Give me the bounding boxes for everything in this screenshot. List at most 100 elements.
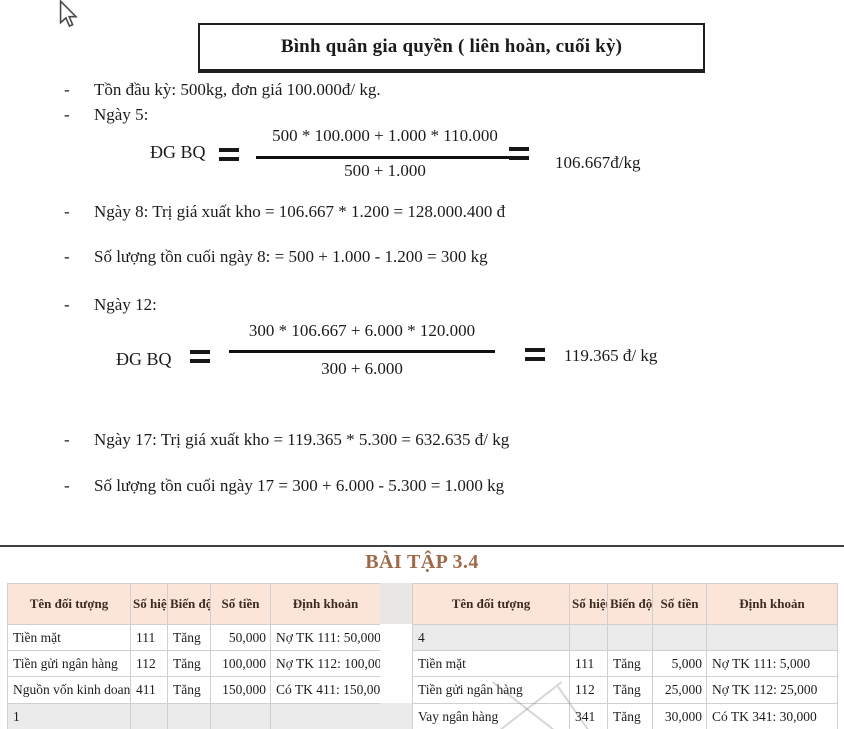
cell-entry: Nợ TK 112: 100,000 (270, 650, 381, 677)
bullet-text: Số lượng tồn cuối ngày 17 = 300 + 6.000 … (94, 476, 505, 495)
cell-code: 411 (130, 676, 168, 704)
cell-code (569, 624, 608, 651)
cell-amount (210, 703, 271, 729)
fraction-bar (229, 350, 495, 353)
bullet-dash: - (64, 247, 70, 266)
col-header-name: Tên đối tượng (412, 583, 570, 625)
cell-change (167, 703, 211, 729)
cell-code: 112 (130, 650, 168, 677)
cell-amount: 100,000 (210, 650, 271, 677)
cell-entry: Có TK 341: 30,000 (706, 703, 838, 729)
cell-amount: 50,000 (210, 624, 271, 651)
equals-sign (509, 147, 529, 160)
col-header-name: Tên đối tượng (7, 583, 131, 625)
bullet-text: Ngày 17: Trị giá xuất kho = 119.365 * 5.… (94, 430, 510, 449)
fraction-denominator: 300 + 6.000 (321, 359, 403, 378)
bullet-dash: - (64, 105, 70, 124)
table-row: Vay ngân hàng 341 Tăng 30,000 Có TK 341:… (412, 703, 838, 729)
cell-amount: 150,000 (210, 676, 271, 704)
bullet-line: - Ngày 8: Trị giá xuất kho = 106.667 * 1… (64, 202, 505, 222)
col-header-code: Số hiệu (569, 583, 608, 625)
cell-amount: 30,000 (652, 703, 707, 729)
title-box: Bình quân gia quyền ( liên hoàn, cuối kỳ… (198, 23, 705, 73)
cell-code: 111 (569, 650, 608, 677)
bullet-line: - Số lượng tồn cuối ngày 8: = 500 + 1.00… (64, 247, 488, 267)
bullet-dash: - (64, 430, 70, 449)
formula-result: 119.365 đ/ kg (564, 346, 658, 365)
cell-change: Tăng (607, 703, 653, 729)
equals-sign (190, 350, 210, 363)
cell-entry (270, 703, 381, 729)
fraction-bar (256, 156, 514, 159)
cell-name: 4 (412, 624, 570, 651)
cell-entry: Nợ TK 111: 5,000 (706, 650, 838, 677)
bullet-text: Tồn đầu kỳ: 500kg, đơn giá 100.000đ/ kg. (94, 80, 381, 99)
table-row: Tiền mặt 111 Tăng 5,000 Nợ TK 111: 5,000 (412, 650, 838, 677)
col-header-amount: Số tiền (652, 583, 707, 625)
bullet-text: Số lượng tồn cuối ngày 8: = 500 + 1.000 … (94, 247, 488, 266)
table-gap-strip (380, 583, 412, 729)
table-row: Tiền gửi ngân hàng 112 Tăng 25,000 Nợ TK… (412, 676, 838, 704)
table-row: Nguồn vốn kinh doanh 411 Tăng 150,000 Có… (7, 676, 381, 704)
cell-change: Tăng (167, 650, 211, 677)
cell-amount: 5,000 (652, 650, 707, 677)
exercise-table-right: Tên đối tượng Số hiệu Biến động Số tiền … (412, 583, 838, 729)
cell-entry: Có TK 411: 150,000 (270, 676, 381, 704)
formula-label: ĐG BQ (116, 349, 172, 369)
cell-code (130, 703, 168, 729)
col-header-change: Biến động (607, 583, 653, 625)
cell-name: Vay ngân hàng (412, 703, 570, 729)
cell-change: Tăng (167, 624, 211, 651)
exercise-table-left: Tên đối tượng Số hiệu Biến động Số tiền … (7, 583, 381, 729)
col-header-code: Số hiệu (130, 583, 168, 625)
bullet-line: - Ngày 5: (64, 105, 148, 125)
fraction-denominator: 500 + 1.000 (344, 161, 426, 180)
equals-sign (525, 348, 545, 361)
equals-sign (219, 148, 239, 161)
col-header-change: Biến động (167, 583, 211, 625)
table-row: 1 (7, 703, 381, 729)
fraction-numerator: 500 * 100.000 + 1.000 * 110.000 (272, 126, 498, 145)
bullet-dash: - (64, 476, 70, 495)
bullet-text: Ngày 8: Trị giá xuất kho = 106.667 * 1.2… (94, 202, 506, 221)
formula-label: ĐG BQ (150, 142, 206, 162)
bullet-dash: - (64, 80, 70, 99)
col-header-amount: Số tiền (210, 583, 271, 625)
table-row: Tiền mặt 111 Tăng 50,000 Nợ TK 111: 50,0… (7, 624, 381, 651)
fraction-numerator: 300 * 106.667 + 6.000 * 120.000 (248, 321, 476, 340)
cell-change: Tăng (167, 676, 211, 704)
cell-code: 341 (569, 703, 608, 729)
cell-code: 112 (569, 676, 608, 704)
col-header-entry: Định khoản (706, 583, 838, 625)
cell-name: Tiền mặt (7, 624, 131, 651)
bullet-text: Ngày 12: (94, 295, 157, 314)
cell-change: Tăng (607, 676, 653, 704)
cell-amount (652, 624, 707, 651)
bullet-line: - Ngày 12: (64, 295, 157, 315)
cell-name: Tiền gửi ngân hàng (7, 650, 131, 677)
bullet-line: - Tồn đầu kỳ: 500kg, đơn giá 100.000đ/ k… (64, 80, 381, 100)
cell-entry: Nợ TK 112: 25,000 (706, 676, 838, 704)
table-header-row: Tên đối tượng Số hiệu Biến động Số tiền … (7, 583, 381, 625)
cell-amount: 25,000 (652, 676, 707, 704)
col-header-entry: Định khoản (270, 583, 381, 625)
cell-entry (706, 624, 838, 651)
table-row: Tiền gửi ngân hàng 112 Tăng 100,000 Nợ T… (7, 650, 381, 677)
cell-name: Nguồn vốn kinh doanh (7, 676, 131, 704)
cell-name: Tiền gửi ngân hàng (412, 676, 570, 704)
cell-change (607, 624, 653, 651)
bullet-text: Ngày 5: (94, 105, 149, 124)
page-title: Bình quân gia quyền ( liên hoàn, cuối kỳ… (280, 36, 623, 57)
cell-name: 1 (7, 703, 131, 729)
cell-entry: Nợ TK 111: 50,000 (270, 624, 381, 651)
table-row: 4 (412, 624, 838, 651)
table-header-row: Tên đối tượng Số hiệu Biến động Số tiền … (412, 583, 838, 625)
bullet-dash: - (64, 295, 70, 314)
section-divider (0, 545, 844, 547)
cell-name: Tiền mặt (412, 650, 570, 677)
bullet-line: - Ngày 17: Trị giá xuất kho = 119.365 * … (64, 430, 509, 450)
bullet-line: - Số lượng tồn cuối ngày 17 = 300 + 6.00… (64, 476, 504, 496)
mouse-cursor-icon (59, 0, 78, 28)
cell-code: 111 (130, 624, 168, 651)
